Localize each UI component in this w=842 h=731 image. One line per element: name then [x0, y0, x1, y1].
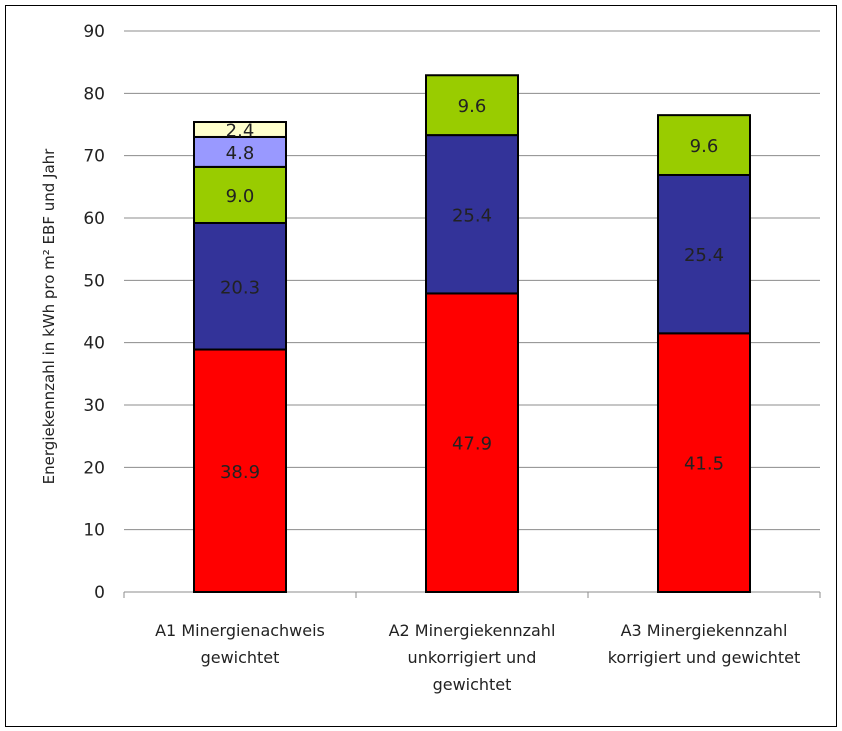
- y-tick-label: 60: [83, 209, 105, 229]
- y-tick-label: 20: [83, 458, 105, 478]
- bar-segment: [193, 221, 287, 351]
- bar-segment: [425, 292, 519, 593]
- data-label: 25.4: [452, 205, 492, 226]
- bar-segment: [193, 121, 287, 138]
- y-tick-label: 30: [83, 396, 105, 416]
- y-tick-label: 10: [83, 521, 105, 541]
- bar-segment: [657, 173, 751, 335]
- bar-segment: [425, 74, 519, 137]
- data-label: 41.5: [684, 454, 724, 475]
- data-label: 9.6: [690, 136, 719, 157]
- x-category-label: A3 Minergiekennzahl: [621, 621, 788, 640]
- data-label: 4.8: [226, 143, 255, 164]
- x-category-label: A1 Minergienachweis: [155, 621, 325, 640]
- data-label: 9.6: [458, 96, 487, 117]
- bar-segment: [193, 165, 287, 224]
- x-category-label: gewichtet: [201, 648, 280, 667]
- bar-segment: [657, 332, 751, 593]
- x-category-label: A2 Minergiekennzahl: [389, 621, 556, 640]
- bar-segment: [657, 114, 751, 176]
- y-tick-label: 80: [83, 84, 105, 104]
- y-axis-title: Energiekennzahl in kWh pro m² EBF und Ja…: [40, 148, 58, 484]
- y-tick-label: 0: [94, 583, 105, 603]
- data-label: 20.3: [220, 277, 260, 298]
- bar-segment: [193, 135, 287, 168]
- data-label: 47.9: [452, 434, 492, 455]
- bar-segment: [193, 348, 287, 594]
- y-tick-label: 70: [83, 147, 105, 167]
- x-category-label: korrigiert und gewichtet: [608, 648, 801, 667]
- x-category-label: gewichtet: [433, 675, 512, 694]
- data-label: 25.4: [684, 245, 724, 266]
- x-category-label: unkorrigiert und: [408, 648, 537, 667]
- y-tick-label: 50: [83, 271, 105, 291]
- y-tick-label: 40: [83, 334, 105, 354]
- y-tick-label: 90: [83, 22, 105, 42]
- data-label: 9.0: [226, 186, 255, 207]
- data-label: 38.9: [220, 462, 260, 483]
- data-label: 2.4: [226, 120, 255, 141]
